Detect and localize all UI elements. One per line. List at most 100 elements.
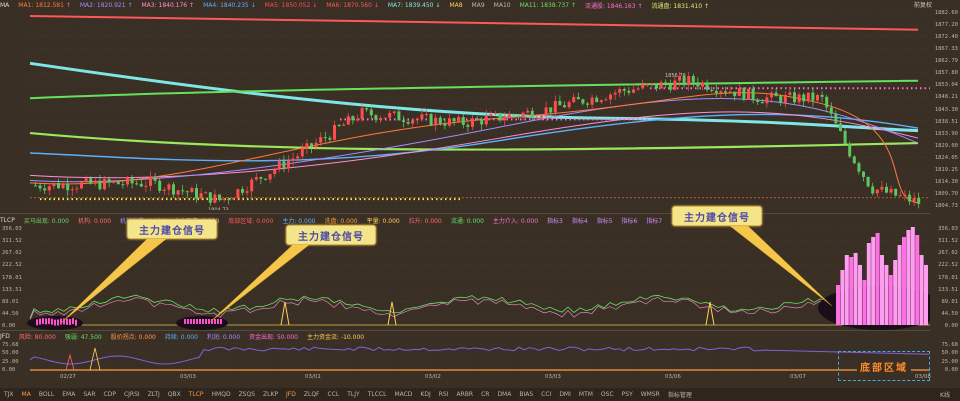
tlcp-indicator-chart[interactable] bbox=[0, 226, 930, 330]
candle bbox=[669, 84, 672, 89]
tab-ma[interactable]: MA bbox=[18, 391, 35, 398]
candle bbox=[158, 181, 161, 191]
candlestick-chart[interactable]: 1856.70 1804.73 bbox=[0, 10, 930, 210]
tab-zlkp[interactable]: ZLKP bbox=[259, 391, 282, 398]
candle bbox=[641, 84, 644, 88]
signal-bar bbox=[876, 233, 880, 325]
tab-zsqs[interactable]: ZSQS bbox=[235, 391, 259, 398]
ma-legend: MA MA1: 1812.581 ↑ MA2: 1820.921 ↑ MA3: 184… bbox=[0, 0, 900, 10]
tab-sar[interactable]: SAR bbox=[79, 391, 99, 398]
candle bbox=[618, 89, 621, 93]
tlcp-legend-item: 洗盘: 0.000 bbox=[324, 216, 357, 225]
signal-bar bbox=[45, 318, 47, 324]
candle bbox=[890, 189, 893, 193]
signal-bar bbox=[39, 319, 41, 325]
candle bbox=[43, 188, 46, 190]
tab-boll[interactable]: BOLL bbox=[35, 391, 58, 398]
candle bbox=[195, 188, 198, 198]
axis-tick-label: 133.51 bbox=[938, 287, 958, 293]
ma-legend-item: MA10 bbox=[494, 2, 511, 9]
candle bbox=[453, 118, 456, 121]
jfd-indicator-chart[interactable] bbox=[0, 342, 930, 374]
tab-qbx[interactable]: QBX bbox=[164, 391, 185, 398]
callout-arrow-2 bbox=[210, 238, 318, 322]
axis-tick-label: 133.51 bbox=[2, 287, 22, 293]
candle bbox=[696, 82, 699, 86]
axis-tick-label: 1829.00 bbox=[935, 143, 958, 149]
axis-tick-label: 0.00 bbox=[945, 367, 958, 373]
candle bbox=[471, 118, 474, 126]
candle bbox=[834, 114, 837, 124]
axis-tick-label: 44.50 bbox=[941, 311, 958, 317]
candle bbox=[876, 190, 879, 194]
candle bbox=[62, 184, 65, 188]
candle bbox=[434, 118, 437, 125]
tab-wmsr[interactable]: WMSR bbox=[637, 391, 664, 398]
tab-cr[interactable]: CR bbox=[477, 391, 493, 398]
tab-hmqd[interactable]: HMQD bbox=[208, 391, 235, 398]
candle bbox=[747, 89, 750, 100]
jfd-legend-item: 强弱: 47.500 bbox=[65, 332, 102, 341]
tab-tjx[interactable]: TJX bbox=[0, 391, 18, 398]
candle bbox=[319, 137, 322, 142]
tab-cjrsi[interactable]: CJRSI bbox=[120, 391, 144, 398]
tab-kdj[interactable]: KDJ bbox=[416, 391, 434, 398]
candle bbox=[273, 170, 276, 174]
tab-jfd[interactable]: JFD bbox=[282, 391, 300, 398]
axis-tick-label: 222.52 bbox=[2, 262, 22, 268]
axis-tick-label: 1867.33 bbox=[935, 46, 958, 52]
tab-dmi[interactable]: DMI bbox=[555, 391, 575, 398]
candle bbox=[775, 93, 778, 97]
tab-macd[interactable]: MACD bbox=[390, 391, 416, 398]
tab-osc[interactable]: OSC bbox=[597, 391, 618, 398]
ma-legend-item: 流通股: 1846.163 ↑ bbox=[585, 1, 643, 10]
tab-bias[interactable]: BIAS bbox=[515, 391, 537, 398]
signal-bar bbox=[906, 230, 910, 325]
tlcp-line-2 bbox=[30, 297, 928, 320]
candle bbox=[351, 116, 354, 120]
axis-tick-label: 0.00 bbox=[2, 367, 15, 373]
candle bbox=[163, 190, 166, 191]
tab-cdp[interactable]: CDP bbox=[100, 391, 120, 398]
signal-bar bbox=[915, 235, 919, 325]
axis-tick-label: 1833.90 bbox=[935, 131, 958, 137]
jfd-legend-item: 持续: 0.000 bbox=[165, 332, 198, 341]
axis-tick-label: 1838.51 bbox=[935, 119, 958, 125]
candle bbox=[646, 84, 649, 85]
signal-bar bbox=[190, 319, 192, 324]
candle bbox=[798, 95, 801, 103]
jfd-left-axis: 75.68 50.00 25.00 0.00 bbox=[0, 342, 30, 374]
candle bbox=[416, 119, 419, 120]
candle bbox=[430, 114, 433, 125]
candle bbox=[305, 143, 308, 149]
tab-mtm[interactable]: MTM bbox=[575, 391, 597, 398]
candle bbox=[687, 76, 690, 85]
candle bbox=[457, 117, 460, 121]
date-tick-label: 03/02 bbox=[425, 374, 441, 380]
candle bbox=[255, 177, 258, 179]
kline-toggle[interactable]: K线 bbox=[930, 388, 960, 401]
tab-ccl[interactable]: CCL bbox=[324, 391, 344, 398]
tab-zlqf[interactable]: ZLQF bbox=[300, 391, 324, 398]
adjust-mode-label[interactable]: 前复权 bbox=[914, 0, 932, 9]
tab-tlccl[interactable]: TLCCL bbox=[364, 391, 391, 398]
tab-dma[interactable]: DMA bbox=[493, 391, 515, 398]
tab-arbr[interactable]: ARBR bbox=[453, 391, 478, 398]
candle bbox=[356, 119, 359, 120]
date-tick-label: 03/03 bbox=[545, 374, 561, 380]
tlcp-legend-item: 流通: 0.000 bbox=[451, 216, 484, 225]
tab-rsi[interactable]: RSI bbox=[435, 391, 453, 398]
tab-tlcp[interactable]: TLCP bbox=[185, 391, 208, 398]
candle bbox=[591, 98, 594, 105]
signal-bar bbox=[187, 319, 189, 324]
signal-bar bbox=[72, 318, 74, 324]
tab-tljy[interactable]: TLJY bbox=[343, 391, 363, 398]
tab-cci[interactable]: CCI bbox=[537, 391, 555, 398]
tab-ema[interactable]: EMA bbox=[58, 391, 79, 398]
candle bbox=[581, 99, 584, 103]
tab-psy[interactable]: PSY bbox=[618, 391, 637, 398]
ma-legend-item: MA8 bbox=[449, 2, 462, 9]
tab-指标管理[interactable]: 指标管理 bbox=[664, 390, 696, 399]
candle bbox=[213, 195, 216, 203]
tab-zltj[interactable]: ZLTJ bbox=[144, 391, 164, 398]
